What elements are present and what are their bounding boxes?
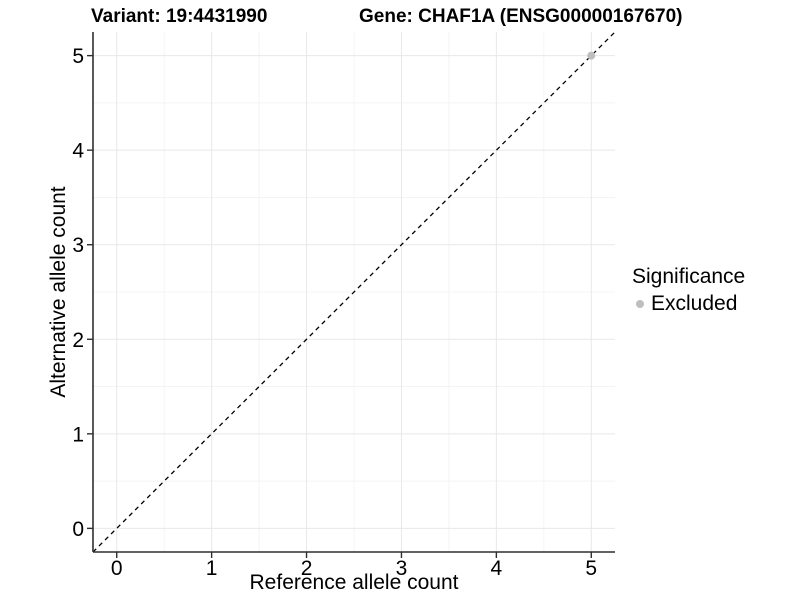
x-tick-label: 4 — [491, 557, 503, 580]
x-axis-title: Reference allele count — [249, 571, 459, 594]
y-tick-label: 2 — [72, 329, 84, 352]
x-tick-label: 0 — [111, 557, 123, 580]
data-point-excluded — [587, 51, 596, 60]
y-tick-label: 1 — [72, 423, 84, 446]
x-tick-label: 2 — [301, 557, 313, 580]
legend-title: Significance — [632, 265, 746, 288]
y-tick-label: 4 — [72, 140, 84, 163]
x-tick-label: 1 — [206, 557, 218, 580]
x-tick-label: 3 — [396, 557, 408, 580]
y-tick-label: 5 — [72, 45, 84, 68]
x-tick-label: 5 — [585, 557, 597, 580]
identity-line — [92, 31, 616, 553]
legend-item-label: Excluded — [651, 292, 738, 315]
variant-title: Variant: 19:4431990 — [91, 6, 268, 27]
y-tick-label: 0 — [72, 518, 84, 541]
y-axis-title: Alternative allele count — [47, 186, 70, 398]
legend: Significance Excluded — [632, 264, 745, 316]
y-tick-label: 3 — [72, 234, 84, 257]
excluded-point-icon — [636, 300, 644, 308]
legend-item-excluded: Excluded — [632, 292, 745, 316]
gene-title: Gene: CHAF1A (ENSG00000167670) — [359, 6, 683, 27]
